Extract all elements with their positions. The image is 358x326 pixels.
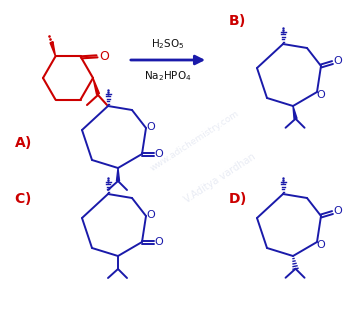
Text: $\bf A)$: $\bf A)$ xyxy=(14,134,32,151)
Text: $\bf C)$: $\bf C)$ xyxy=(14,190,31,207)
Text: O: O xyxy=(155,149,163,159)
Text: O: O xyxy=(155,237,163,247)
Polygon shape xyxy=(93,78,100,95)
Text: O: O xyxy=(146,122,155,132)
Text: O: O xyxy=(100,50,110,63)
Text: O: O xyxy=(317,240,325,250)
Text: www.adichemistry.com: www.adichemistry.com xyxy=(149,109,241,173)
Text: O: O xyxy=(333,206,342,216)
Polygon shape xyxy=(116,168,120,181)
Text: $\rm Na_2HPO_4$: $\rm Na_2HPO_4$ xyxy=(144,69,192,83)
Text: V.Aditya vardhan: V.Aditya vardhan xyxy=(183,151,257,205)
Text: $\bf D)$: $\bf D)$ xyxy=(228,190,247,207)
Polygon shape xyxy=(50,42,55,56)
Text: $\bf B)$: $\bf B)$ xyxy=(228,12,246,29)
Text: O: O xyxy=(333,56,342,66)
Text: O: O xyxy=(317,90,325,100)
Text: O: O xyxy=(146,210,155,220)
Text: $\rm H_2SO_5$: $\rm H_2SO_5$ xyxy=(151,37,185,51)
Polygon shape xyxy=(293,106,297,119)
